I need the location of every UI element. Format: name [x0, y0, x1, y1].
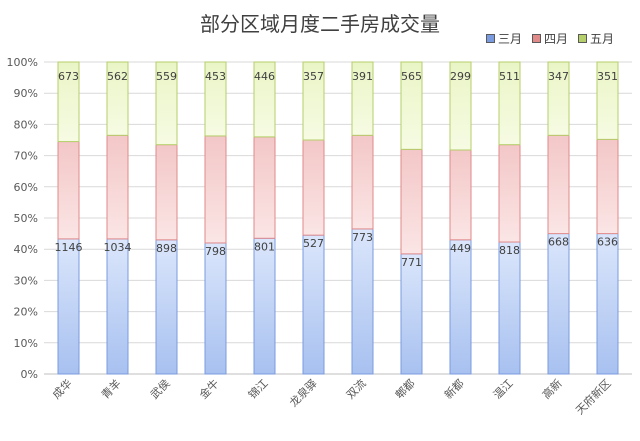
bar-segment-五月 [302, 61, 325, 141]
bar-segment-五月 [498, 61, 521, 146]
x-tick-label: 青羊 [98, 376, 123, 401]
x-tick-label: 成华 [49, 376, 74, 401]
bar-segment-三月 [106, 238, 129, 375]
bar-segment-三月 [204, 242, 227, 375]
legend-swatch [578, 34, 588, 43]
legend-swatch [532, 34, 542, 43]
bar-segment-三月 [547, 233, 570, 375]
x-tick-label: 温江 [491, 377, 516, 402]
bar-segment-四月 [498, 144, 521, 243]
x-tick-label: 金牛 [196, 376, 221, 401]
bar-segment-四月 [302, 139, 325, 236]
bar-segment-五月 [204, 61, 227, 137]
data-label: 391 [352, 70, 373, 83]
data-label: 801 [254, 240, 275, 253]
y-tick-label: 20% [14, 306, 38, 319]
y-tick-label: 30% [14, 274, 38, 287]
bar-segment-五月 [351, 61, 374, 136]
data-label: 562 [107, 70, 128, 83]
bar-segment-五月 [57, 61, 80, 143]
bar-segment-三月 [596, 233, 619, 375]
legend-swatch [486, 34, 495, 43]
bar-segment-五月 [155, 61, 178, 146]
bar-segment-五月 [596, 61, 619, 140]
data-label: 565 [401, 70, 422, 83]
bar-segment-三月 [351, 228, 374, 375]
bar-segment-四月 [253, 136, 276, 239]
bar-segment-三月 [498, 241, 521, 375]
data-label: 636 [597, 236, 618, 249]
data-label: 299 [450, 70, 471, 83]
y-tick-label: 90% [14, 87, 38, 100]
x-tick-label: 武侯 [147, 376, 172, 401]
data-label: 798 [205, 245, 226, 258]
data-label: 453 [205, 70, 226, 83]
y-tick-label: 0% [21, 368, 38, 381]
bar-segment-五月 [106, 61, 129, 136]
y-tick-label: 50% [14, 212, 38, 225]
legend: 三月 四月 五月 [486, 30, 614, 47]
y-tick-label: 40% [14, 243, 38, 256]
bar-segment-五月 [400, 61, 423, 150]
bar-segment-三月 [449, 239, 472, 375]
data-label: 559 [156, 70, 177, 83]
bar-segment-四月 [351, 134, 374, 230]
bar-segment-四月 [596, 138, 619, 235]
chart-title: 部分区域月度二手房成交量 [200, 12, 440, 36]
bar-segment-五月 [253, 61, 276, 138]
data-label: 673 [58, 70, 79, 83]
x-tick-label: 高新 [539, 376, 564, 401]
bar-segment-三月 [302, 234, 325, 375]
data-label: 898 [156, 242, 177, 255]
bar-segment-四月 [400, 148, 423, 255]
bar-segment-三月 [155, 239, 178, 375]
legend-label: 五月 [590, 32, 615, 46]
y-tick-label: 70% [14, 150, 38, 163]
x-tick-label: 双流 [343, 376, 368, 401]
data-label: 668 [548, 236, 569, 249]
bar-segment-四月 [449, 149, 472, 241]
x-tick-label: 龙泉驿 [286, 376, 319, 409]
x-tick-label: 天府新区 [573, 376, 614, 417]
bar-segment-四月 [547, 134, 570, 235]
legend-item: 三月 [486, 30, 522, 47]
bar-segment-五月 [449, 61, 472, 151]
bar-segment-三月 [57, 238, 80, 375]
bar-segment-四月 [155, 144, 178, 241]
data-label: 818 [499, 244, 520, 257]
data-label: 773 [352, 231, 373, 244]
y-tick-label: 60% [14, 181, 38, 194]
y-tick-label: 10% [14, 337, 38, 350]
x-tick-label: 锦江 [245, 376, 270, 401]
data-label: 446 [254, 70, 275, 83]
legend-label: 四月 [544, 32, 569, 46]
data-label: 351 [597, 70, 618, 83]
y-tick-label: 100% [7, 56, 38, 69]
bar-segment-四月 [204, 135, 227, 244]
data-label: 347 [548, 70, 569, 83]
legend-item: 四月 [532, 30, 568, 47]
x-tick-label: 郫都 [392, 376, 417, 401]
y-tick-label: 80% [14, 118, 38, 131]
legend-item: 五月 [578, 30, 614, 47]
bar-segment-三月 [400, 253, 423, 375]
data-label: 1034 [104, 241, 132, 254]
data-label: 1146 [55, 241, 83, 254]
data-label: 357 [303, 70, 324, 83]
data-label: 449 [450, 242, 471, 255]
data-label: 527 [303, 237, 324, 250]
legend-label: 三月 [498, 32, 523, 46]
data-label: 771 [401, 256, 422, 269]
bar-segment-五月 [547, 61, 570, 136]
x-tick-label: 新都 [441, 376, 466, 401]
bar-segment-四月 [57, 141, 80, 240]
data-label: 511 [499, 70, 520, 83]
bar-segment-四月 [106, 134, 129, 240]
bar-segment-三月 [253, 237, 276, 375]
